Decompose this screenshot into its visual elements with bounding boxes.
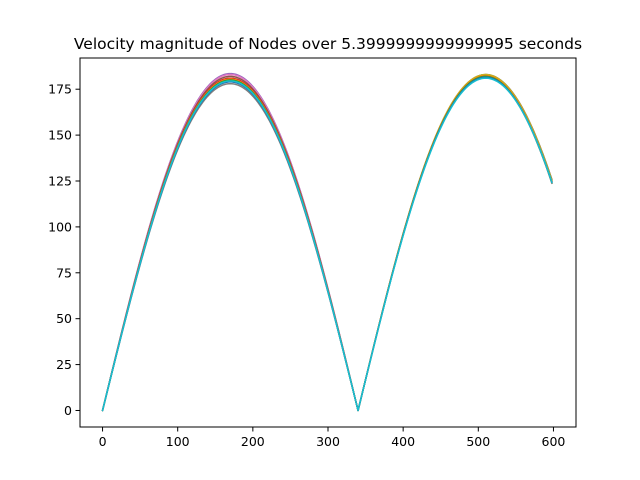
x-tick-label: 500: [466, 434, 490, 449]
x-tick-label: 0: [99, 434, 107, 449]
y-tick-label: 125: [48, 174, 72, 189]
x-tick-label: 300: [316, 434, 340, 449]
series-lines: [101, 72, 553, 412]
y-tick-label: 100: [48, 219, 72, 234]
y-tick-label: 75: [56, 265, 72, 280]
x-tick-label: 100: [166, 434, 190, 449]
series-line-10: [101, 77, 553, 412]
x-tick-label: 600: [542, 434, 566, 449]
y-tick-label: 25: [56, 357, 72, 372]
y-tick-label: 175: [48, 82, 72, 97]
y-tick-label: 0: [64, 403, 72, 418]
axes: 0 100 200 300 400 500 600 0 25 50 75 100 125 150 175: [48, 57, 577, 449]
x-tick-label: 400: [391, 434, 415, 449]
chart-title: Velocity magnitude of Nodes over 5.39999…: [74, 35, 582, 53]
y-tick-label: 50: [56, 311, 72, 326]
x-tick-label: 200: [241, 434, 265, 449]
y-tick-label: 150: [48, 128, 72, 143]
